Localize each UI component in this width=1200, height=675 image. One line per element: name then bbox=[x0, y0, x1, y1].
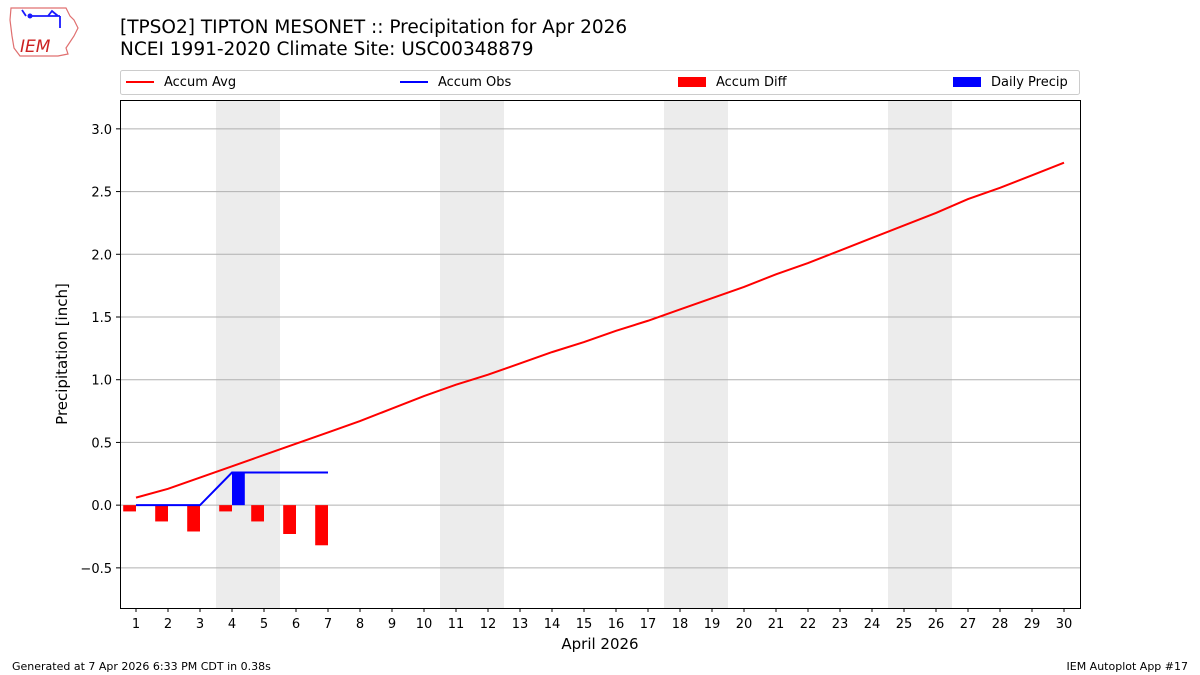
x-tick-label: 11 bbox=[448, 617, 465, 632]
x-tick-label: 16 bbox=[608, 617, 625, 632]
x-tick-label: 14 bbox=[544, 617, 561, 632]
x-tick-label: 19 bbox=[704, 617, 721, 632]
weekend-shade bbox=[440, 100, 504, 608]
accum-diff-bar bbox=[251, 505, 264, 522]
svg-text:IEM: IEM bbox=[20, 37, 51, 57]
accum-avg-line bbox=[135, 161, 1065, 499]
accum-diff-bar bbox=[187, 505, 200, 532]
x-tick-label: 25 bbox=[896, 617, 913, 632]
x-tick-label: 4 bbox=[228, 617, 236, 632]
iem-logo: IEM bbox=[9, 7, 79, 57]
weekend-shade bbox=[664, 100, 728, 608]
weekend-shade bbox=[888, 100, 952, 608]
x-tick-label: 7 bbox=[324, 617, 332, 632]
y-tick-label: −0.5 bbox=[80, 562, 112, 577]
x-tick-label: 24 bbox=[864, 617, 881, 632]
accum-diff-bar bbox=[155, 505, 168, 522]
x-tick-label: 5 bbox=[260, 617, 268, 632]
legend-label-accum-avg: Accum Avg bbox=[164, 75, 236, 90]
x-tick-label: 15 bbox=[576, 617, 593, 632]
legend-box bbox=[120, 70, 1080, 95]
x-tick-label: 18 bbox=[672, 617, 689, 632]
weekend-shade bbox=[216, 100, 280, 608]
x-tick-label: 13 bbox=[512, 617, 529, 632]
y-tick-label: 1.0 bbox=[91, 374, 112, 389]
y-tick-label: 1.5 bbox=[91, 311, 112, 326]
y-axis-label: Precipitation [inch] bbox=[53, 283, 71, 425]
x-tick-label: 27 bbox=[960, 617, 977, 632]
x-tick-label: 29 bbox=[1024, 617, 1041, 632]
x-tick-label: 30 bbox=[1056, 617, 1073, 632]
accum-obs-line bbox=[136, 471, 328, 507]
x-tick-label: 8 bbox=[356, 617, 364, 632]
footer-app: IEM Autoplot App #17 bbox=[1066, 660, 1189, 673]
legend-swatch-daily-precip bbox=[953, 77, 981, 87]
x-tick-label: 28 bbox=[992, 617, 1009, 632]
chart-subtitle: NCEI 1991-2020 Climate Site: USC00348879 bbox=[120, 39, 534, 60]
x-tick-label: 1 bbox=[132, 617, 140, 632]
y-tick-label: 3.0 bbox=[91, 123, 112, 138]
x-tick-label: 2 bbox=[164, 617, 172, 632]
x-tick-label: 9 bbox=[388, 617, 396, 632]
x-tick-label: 12 bbox=[480, 617, 497, 632]
x-axis-label: April 2026 bbox=[561, 635, 638, 653]
accum-diff-bar bbox=[123, 505, 136, 512]
accum-diff-bar bbox=[315, 505, 328, 546]
y-tick-label: 0.0 bbox=[91, 499, 112, 514]
legend-label-accum-diff: Accum Diff bbox=[716, 75, 788, 90]
daily-precip-bar bbox=[232, 472, 245, 506]
x-tick-label: 26 bbox=[928, 617, 945, 632]
legend-label-daily-precip: Daily Precip bbox=[991, 75, 1068, 90]
y-tick-label: 0.5 bbox=[91, 436, 112, 451]
accum-diff-bar bbox=[219, 505, 232, 512]
chart-title: [TPSO2] TIPTON MESONET :: Precipitation … bbox=[120, 17, 628, 38]
legend-swatch-accum-diff bbox=[678, 77, 706, 87]
x-tick-label: 20 bbox=[736, 617, 753, 632]
x-tick-label: 10 bbox=[416, 617, 433, 632]
y-tick-label: 2.5 bbox=[91, 186, 112, 201]
x-tick-label: 3 bbox=[196, 617, 204, 632]
legend-label-accum-obs: Accum Obs bbox=[438, 75, 511, 90]
x-tick-label: 6 bbox=[292, 617, 300, 632]
accum-diff-bar bbox=[283, 505, 296, 534]
legend: Accum Avg Accum Obs Accum Diff Daily Precip bbox=[120, 70, 1080, 95]
x-tick-label: 22 bbox=[800, 617, 817, 632]
y-tick-label: 2.0 bbox=[91, 248, 112, 263]
footer-generated: Generated at 7 Apr 2026 6:33 PM CDT in 0… bbox=[12, 660, 271, 673]
x-tick-label: 21 bbox=[768, 617, 785, 632]
x-tick-label: 23 bbox=[832, 617, 849, 632]
x-tick-label: 17 bbox=[640, 617, 657, 632]
plot-frame bbox=[120, 100, 1081, 609]
